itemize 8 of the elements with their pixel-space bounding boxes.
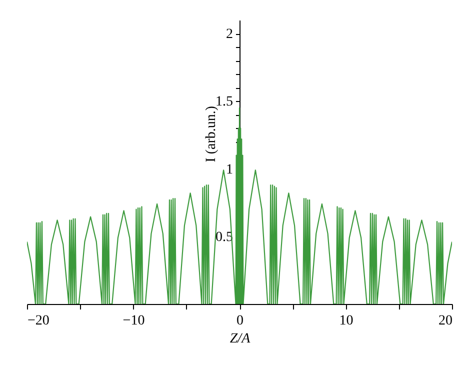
x-tick-label: −20 [28,314,50,328]
x-tick-label: −10 [122,314,145,328]
x-tick-label: 0 [236,314,244,328]
x-axis-title: Z/A [230,332,251,346]
y-tick-label: 2 [226,27,233,42]
x-tick-label: 10 [339,314,354,328]
y-tick-label: 1 [226,162,233,178]
x-tick-label: 20 [438,314,452,328]
